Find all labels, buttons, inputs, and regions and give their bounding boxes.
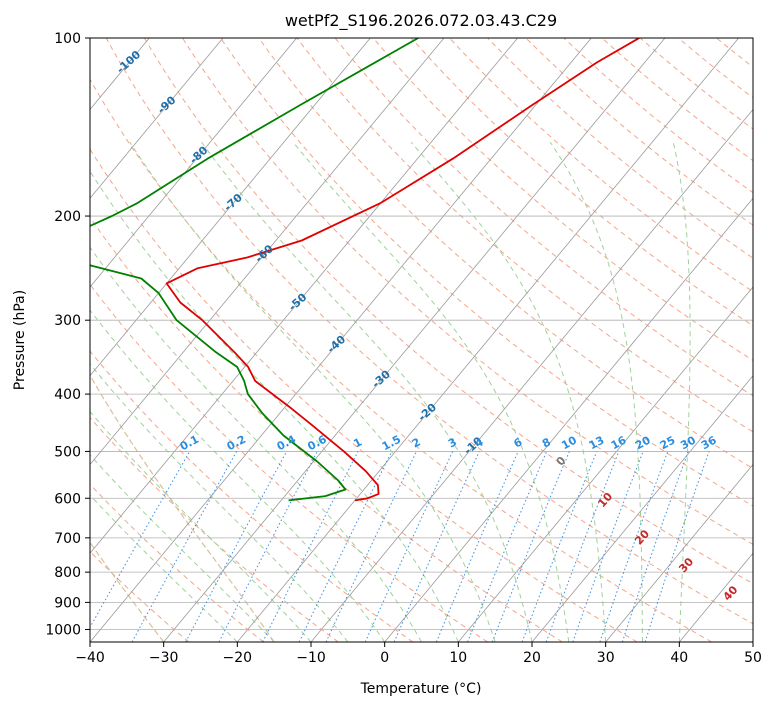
axes: −40 −30 −20 −10 0 10 20 30 40 50 100 200 300 400 500 60…	[45, 31, 762, 666]
temperature-profile-line	[165, 38, 640, 502]
isotherm-line	[163, 38, 666, 642]
isotherm-line	[605, 463, 753, 642]
mixing-ratio-label: 13	[587, 434, 607, 453]
profile-lines	[90, 38, 640, 502]
dry-adiabat-line	[182, 38, 753, 545]
y-axis-label: Pressure (hPa)	[12, 290, 28, 390]
x-tick-label: −40	[75, 650, 105, 666]
y-tick-label: 600	[54, 491, 81, 507]
mixing-ratio-line	[599, 451, 669, 642]
plot-frame	[89, 37, 754, 643]
x-tick-label: −10	[296, 650, 326, 666]
dry-adiabat-line	[90, 216, 563, 642]
mixing-ratio-line	[644, 451, 710, 642]
x-tick-label: 30	[597, 650, 615, 666]
mixing-ratio-label: 20	[633, 433, 653, 452]
x-tick-label: −30	[149, 650, 179, 666]
isotherm-line	[90, 38, 592, 642]
x-tick-label: 20	[523, 650, 541, 666]
isotherm-line	[90, 38, 518, 554]
x-tick-label: −20	[223, 650, 253, 666]
isotherm-line	[237, 38, 739, 642]
dry-adiabat-line	[296, 38, 753, 433]
mixing-ratio-line	[545, 451, 620, 642]
ice-saturation-line	[90, 374, 275, 642]
background-reference-lines	[90, 38, 753, 642]
dry-adiabat-line	[90, 78, 712, 642]
y-tick-label: 500	[54, 444, 81, 460]
y-tick-label: 1000	[45, 623, 81, 639]
isotherm-line	[90, 38, 297, 288]
dry-adiabat-line	[90, 483, 264, 642]
mixing-ratio-line	[90, 451, 191, 629]
isotherm-line	[310, 108, 753, 642]
mixing-ratio-label: 25	[658, 434, 678, 453]
mixing-ratio-line	[185, 451, 288, 642]
isotherm-line	[90, 38, 445, 466]
dewpoint-profile-line	[90, 38, 419, 502]
y-tick-label: 200	[54, 209, 81, 225]
dry-adiabat-line	[143, 38, 753, 585]
mixing-ratio-line	[435, 451, 519, 642]
y-tick-label: 100	[54, 31, 81, 47]
x-axis-label: Temperature (°C)	[360, 681, 482, 697]
mixing-ratio-line	[491, 451, 570, 642]
chart-title: wetPf2_S196.2026.072.03.43.C29	[285, 11, 557, 31]
x-tick-label: 50	[744, 650, 762, 666]
y-tick-label: 400	[54, 387, 81, 403]
dry-adiabat-line	[90, 550, 190, 642]
isotherm-line	[384, 197, 753, 642]
isotherm-line	[458, 286, 753, 642]
mixing-ratio-line	[393, 451, 480, 642]
y-tick-label: 700	[54, 531, 81, 547]
y-tick-label: 900	[54, 595, 81, 611]
mixing-ratio-label: 16	[609, 433, 629, 452]
y-tick-label: 800	[54, 565, 81, 581]
mixing-ratio-label: 36	[699, 433, 719, 452]
x-tick-label: 10	[449, 650, 467, 666]
mixing-ratio-line	[131, 451, 238, 642]
mixing-ratio-line	[467, 451, 548, 642]
dry-adiabat-line	[90, 283, 488, 642]
mixing-ratio-label: 30	[678, 433, 698, 452]
x-tick-label: 0	[380, 650, 389, 666]
mixing-ratio-line	[521, 451, 598, 642]
mixing-ratio-line	[262, 451, 359, 642]
dry-adiabat-line	[220, 38, 753, 507]
isotherm-line	[90, 38, 371, 377]
isotherm-line	[90, 38, 224, 199]
mixing-ratio-line	[572, 451, 644, 642]
dry-adiabat-line	[105, 38, 753, 625]
isotherm-line	[531, 375, 753, 642]
dry-adiabat-line	[334, 38, 753, 397]
dry-adiabat-line	[90, 148, 638, 642]
x-tick-label: 40	[670, 650, 688, 666]
mixing-ratio-line	[621, 451, 689, 642]
y-tick-label: 300	[54, 313, 81, 329]
mixing-ratio-label: 10	[559, 433, 579, 452]
dry-adiabat-line	[410, 38, 753, 327]
